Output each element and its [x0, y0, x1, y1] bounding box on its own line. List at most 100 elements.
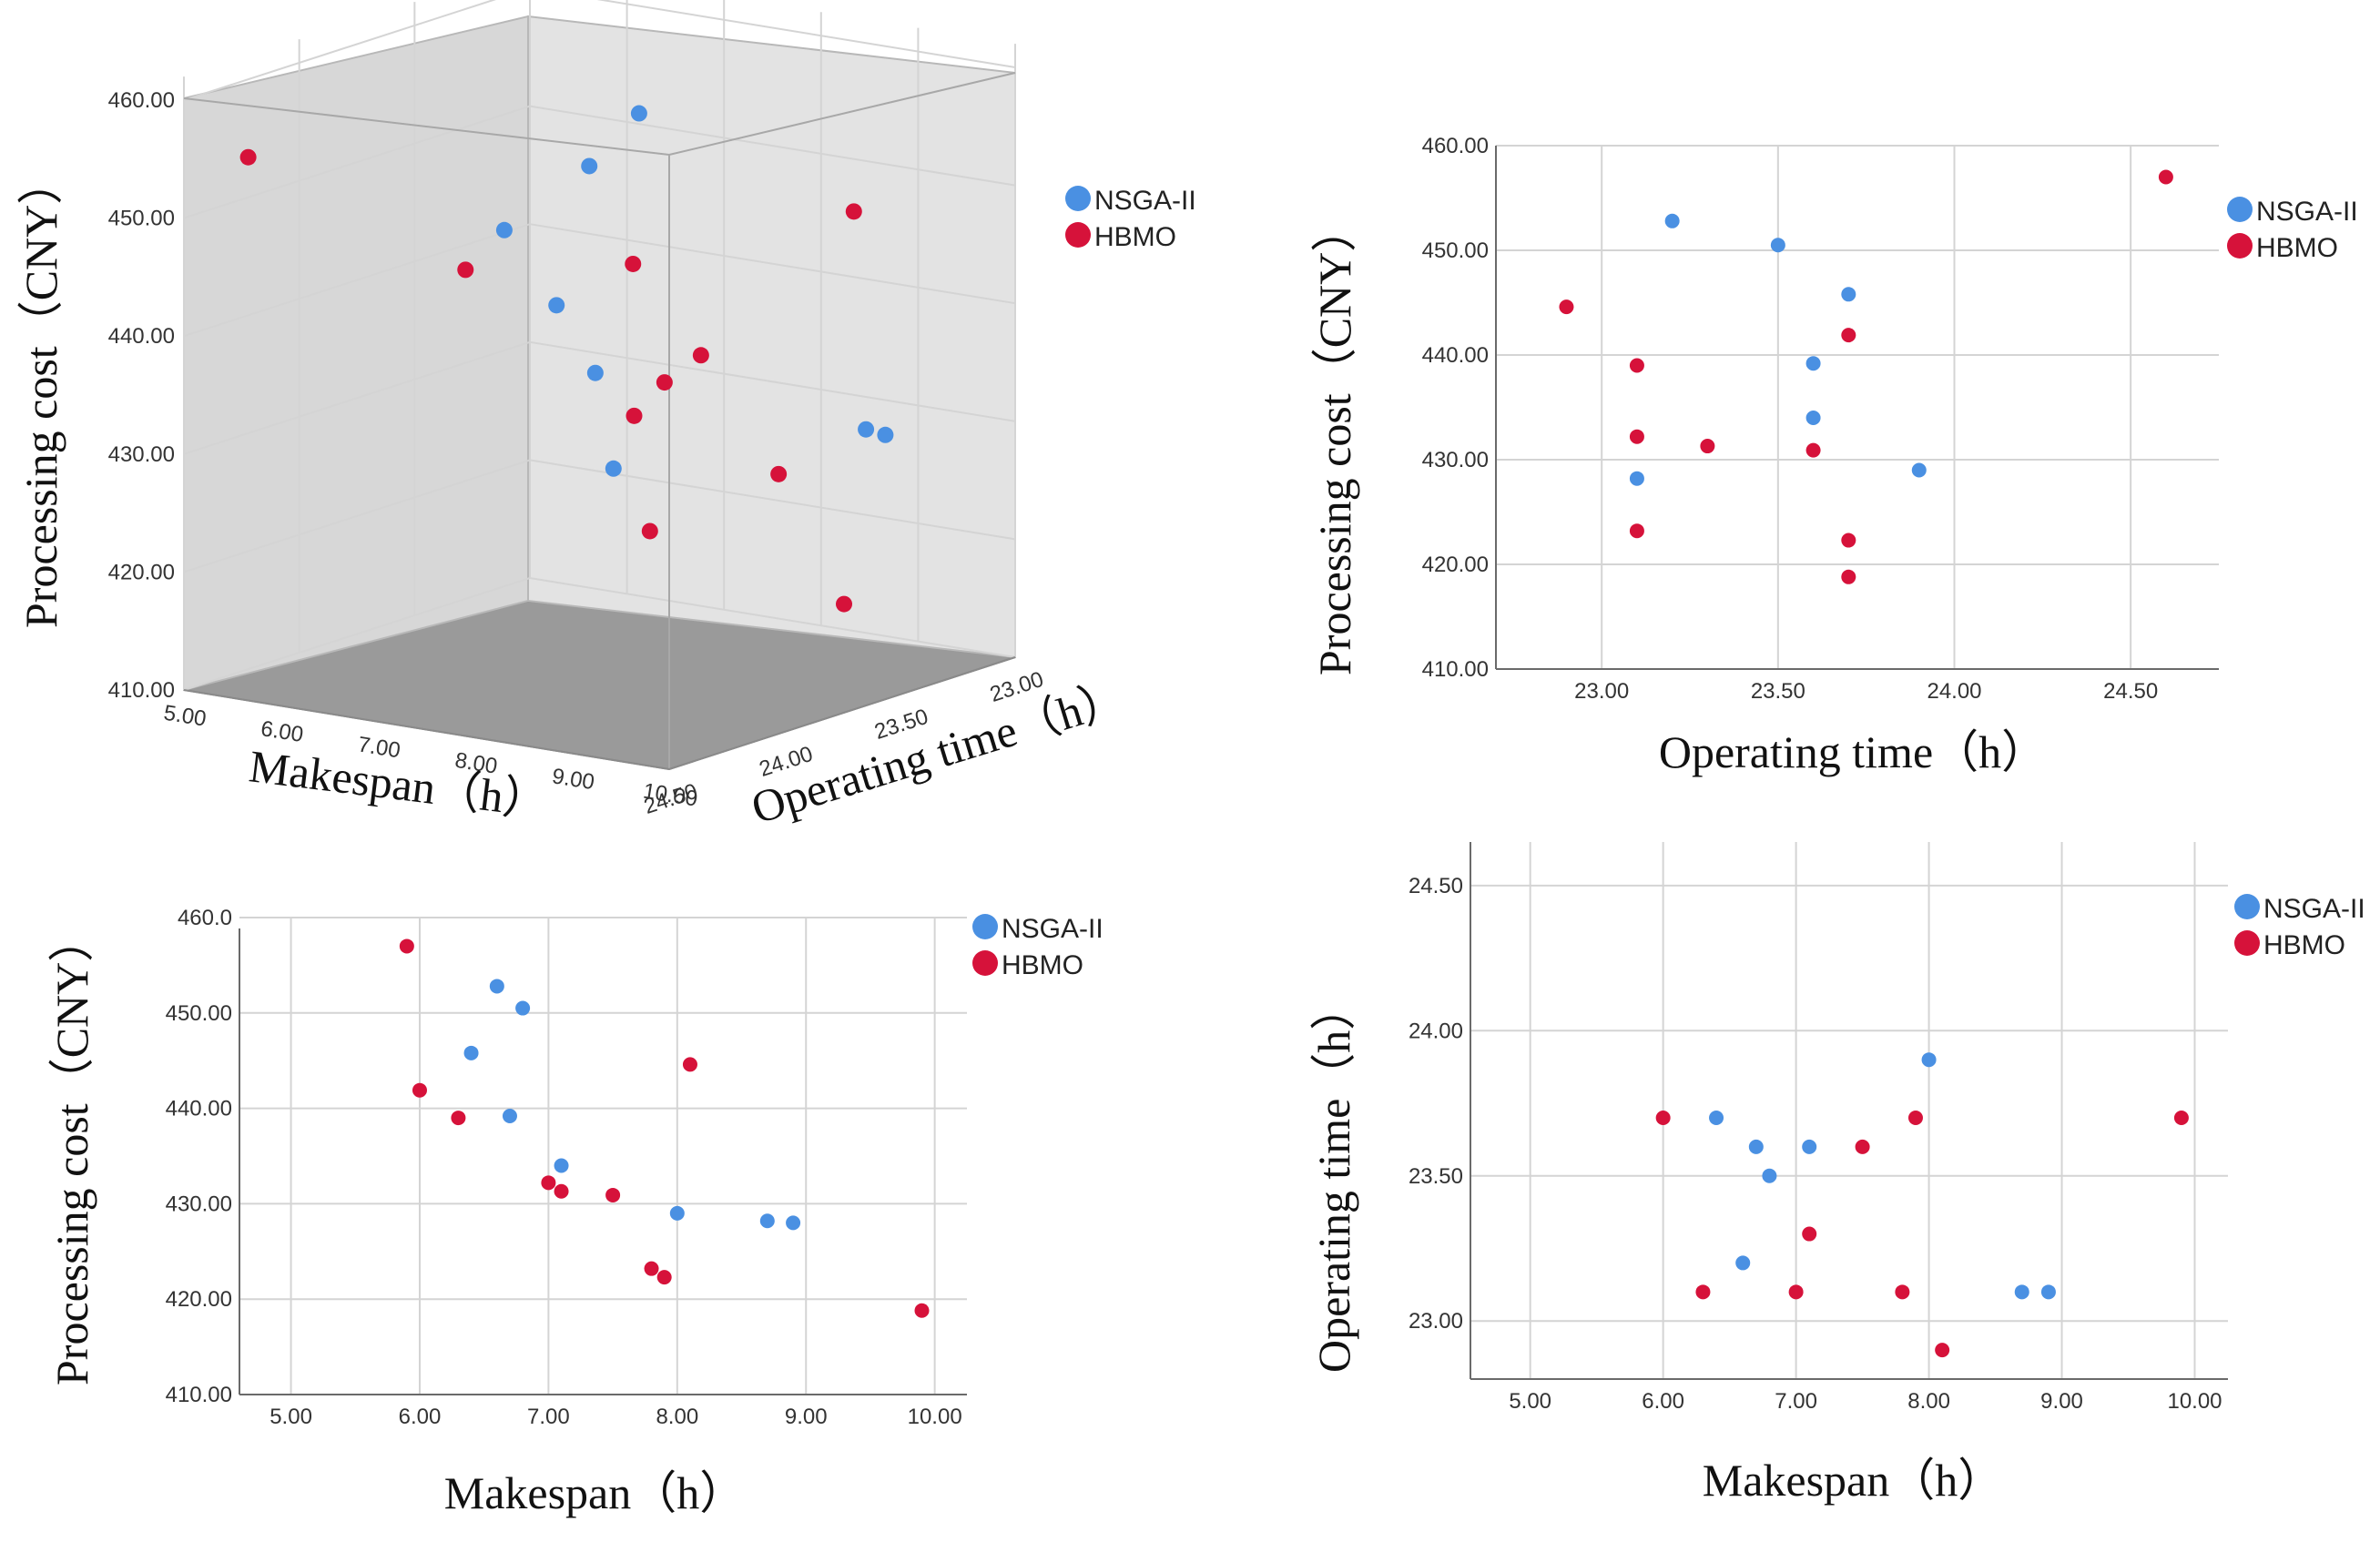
point-hbmo: [412, 1082, 427, 1098]
point-hbmo: [1629, 429, 1644, 444]
point-hbmo: [692, 347, 709, 364]
point-hbmo: [605, 1187, 621, 1202]
x-tick-label: 5.00: [270, 1405, 312, 1429]
legend-marker-nsga: [1065, 186, 1091, 211]
wall-gridline: [529, 223, 1016, 305]
legend-label-nsga: NSGA-II: [1002, 914, 1104, 944]
point-hbmo: [1841, 569, 1856, 584]
x-tick-label: 5.00: [162, 701, 208, 732]
y-axis-title: Operating time（h）: [1308, 985, 1359, 1373]
y-axis-title: Processing cost（CNY）: [46, 917, 97, 1385]
point-nsga: [1629, 471, 1644, 486]
point-nsga: [2040, 1284, 2056, 1300]
y-axis-title: Processing cost（CNY）: [1309, 207, 1360, 675]
wall-gridline: [183, 459, 531, 573]
legend-label-hbmo: HBMO: [2256, 233, 2338, 263]
point-hbmo: [1802, 1226, 1817, 1242]
point-hbmo: [1559, 299, 1574, 315]
point-nsga: [489, 979, 504, 994]
data-points: [1655, 1052, 2189, 1358]
legend-marker-nsga: [2234, 894, 2260, 919]
point-nsga: [2014, 1284, 2029, 1300]
z-tick-label: 430.00: [108, 442, 175, 467]
x-tick-label: 24.50: [2103, 679, 2158, 704]
legend-label-hbmo: HBMO: [1002, 950, 1083, 980]
legend: NSGA-II HBMO: [2227, 197, 2358, 263]
point-nsga: [1748, 1139, 1764, 1154]
y-tick-label: 460.00: [1422, 134, 1489, 158]
data-points: [399, 938, 930, 1318]
x-tick-label: 7.00: [1775, 1389, 1817, 1414]
axes: [239, 928, 967, 1395]
point-nsga: [858, 421, 875, 438]
point-nsga: [586, 364, 604, 381]
wall-gridline: [596, 0, 1016, 68]
wall-gridline: [183, 577, 531, 691]
point-hbmo: [644, 1261, 659, 1276]
wall-gridline: [183, 223, 531, 338]
point-nsga: [630, 105, 647, 122]
wall-gridline: [183, 340, 531, 455]
point-nsga: [1805, 411, 1821, 425]
point-nsga: [495, 221, 513, 238]
x-axis-title: Operating time（h）: [1659, 726, 2047, 777]
point-hbmo: [641, 522, 658, 540]
point-hbmo: [1695, 1284, 1711, 1300]
point-hbmo: [1841, 328, 1856, 343]
legend: NSGA-II HBMO: [1065, 186, 1196, 252]
y-tick-label: 23.50: [1409, 1164, 1463, 1189]
point-hbmo: [1907, 1110, 1923, 1125]
wall-gridline: [529, 577, 1016, 658]
point-hbmo: [836, 595, 853, 613]
point-hbmo: [239, 148, 257, 166]
point-nsga: [1841, 287, 1856, 302]
point-hbmo: [1935, 1343, 1950, 1358]
z-tick-label: 420.00: [108, 560, 175, 584]
x-tick-label: 5.00: [1509, 1389, 1551, 1414]
z-axis-title: Processing cost（CNY）: [15, 159, 66, 628]
z-tick-label: 460.00: [108, 88, 175, 113]
wall-gridline: [183, 105, 531, 219]
point-hbmo: [399, 938, 414, 954]
legend: NSGA-II HBMO: [2234, 894, 2365, 960]
y-tick-label: 430.00: [166, 1192, 232, 1216]
point-hbmo: [625, 255, 642, 272]
point-nsga: [1709, 1110, 1724, 1125]
gridlines: [239, 917, 967, 1395]
legend-marker-hbmo: [2227, 233, 2253, 259]
y-tick-label: 430.00: [1422, 448, 1489, 472]
point-nsga: [1805, 356, 1821, 371]
tick-labels: 5.00 6.00 7.00 8.00 9.00 10.00 23.00 23.50 24.00…: [1409, 874, 2222, 1414]
x-tick-label: 23.50: [1751, 679, 1805, 704]
gridlines: [1496, 145, 2219, 670]
data-points: [1559, 169, 2173, 584]
y-tick-label: 420.00: [1422, 553, 1489, 577]
wall-gridline: [529, 340, 1016, 422]
y-tick-label: 440.00: [166, 1097, 232, 1121]
point-nsga: [759, 1213, 775, 1229]
gridlines: [1470, 842, 2228, 1379]
y-tick-label: 410.00: [166, 1383, 232, 1407]
point-nsga: [1762, 1168, 1777, 1183]
wall-gridline: [183, 0, 497, 101]
point-hbmo: [2173, 1110, 2189, 1125]
point-nsga: [1921, 1052, 1937, 1068]
z-tick-label: 410.00: [108, 678, 175, 703]
point-nsga: [605, 460, 622, 477]
x-axis-title: Makespan（h）: [1703, 1455, 2004, 1506]
point-hbmo: [1841, 533, 1856, 548]
y-tick-label: 23.00: [1409, 1309, 1463, 1334]
box-bottom-edge-x: [183, 689, 670, 770]
y-tick-label: 24.50: [1409, 874, 1463, 898]
point-nsga: [554, 1158, 569, 1173]
x-tick-label: 23.00: [1574, 679, 1629, 704]
tick-labels: 23.00 23.50 24.00 24.50 410.00 420.00 430.00 44…: [1422, 134, 2159, 704]
x-tick-label: 9.00: [2040, 1389, 2083, 1414]
point-hbmo: [845, 203, 862, 220]
x-tick-label: 8.00: [656, 1405, 698, 1429]
legend-label-nsga: NSGA-II: [2256, 197, 2358, 227]
point-nsga: [669, 1205, 685, 1221]
point-nsga: [581, 157, 598, 175]
x-tick-label: 6.00: [1642, 1389, 1684, 1414]
